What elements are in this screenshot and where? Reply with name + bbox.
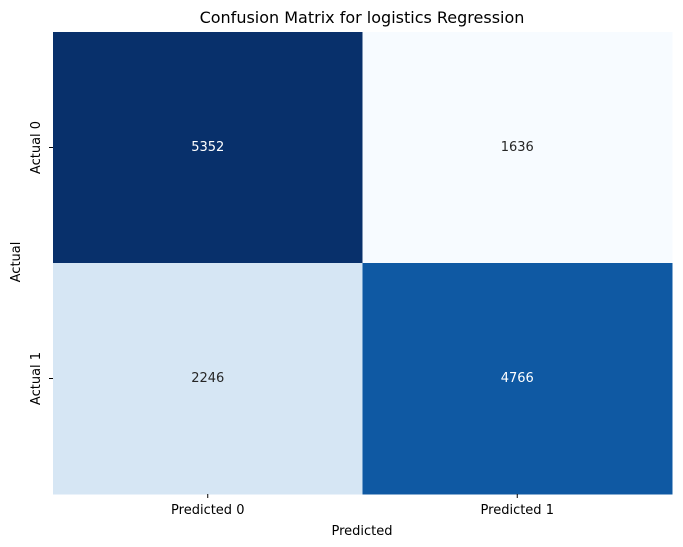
heatmap-annotations: 5352 1636 2246 4766 — [191, 140, 534, 386]
heatmap-value-r0-c1: 1636 — [501, 140, 534, 155]
x-tick-label-0: Predicted 0 — [171, 503, 244, 518]
heatmap-cell-r0-c1 — [362, 32, 673, 264]
heatmap-cells — [53, 32, 673, 495]
heatmap-cell-r1-c1 — [362, 263, 673, 495]
y-axis-label: Actual — [9, 242, 24, 283]
x-tick-label-1: Predicted 1 — [481, 503, 554, 518]
y-tick-label-1: Actual 1 — [29, 352, 44, 405]
heatmap-value-r1-c1: 4766 — [501, 371, 534, 386]
x-axis-ticks: Predicted 0 Predicted 1 — [171, 494, 554, 518]
heatmap-cell-r0-c0 — [53, 32, 363, 264]
heatmap-value-r1-c0: 2246 — [191, 371, 224, 386]
heatmap-cell-r1-c0 — [53, 263, 363, 495]
chart-title: Confusion Matrix for logistics Regressio… — [200, 8, 525, 27]
heatmap-value-r0-c0: 5352 — [191, 140, 224, 155]
x-axis-label: Predicted — [331, 524, 392, 539]
y-axis-ticks: Actual 0 Actual 1 — [29, 121, 53, 405]
y-tick-label-0: Actual 0 — [29, 121, 44, 174]
